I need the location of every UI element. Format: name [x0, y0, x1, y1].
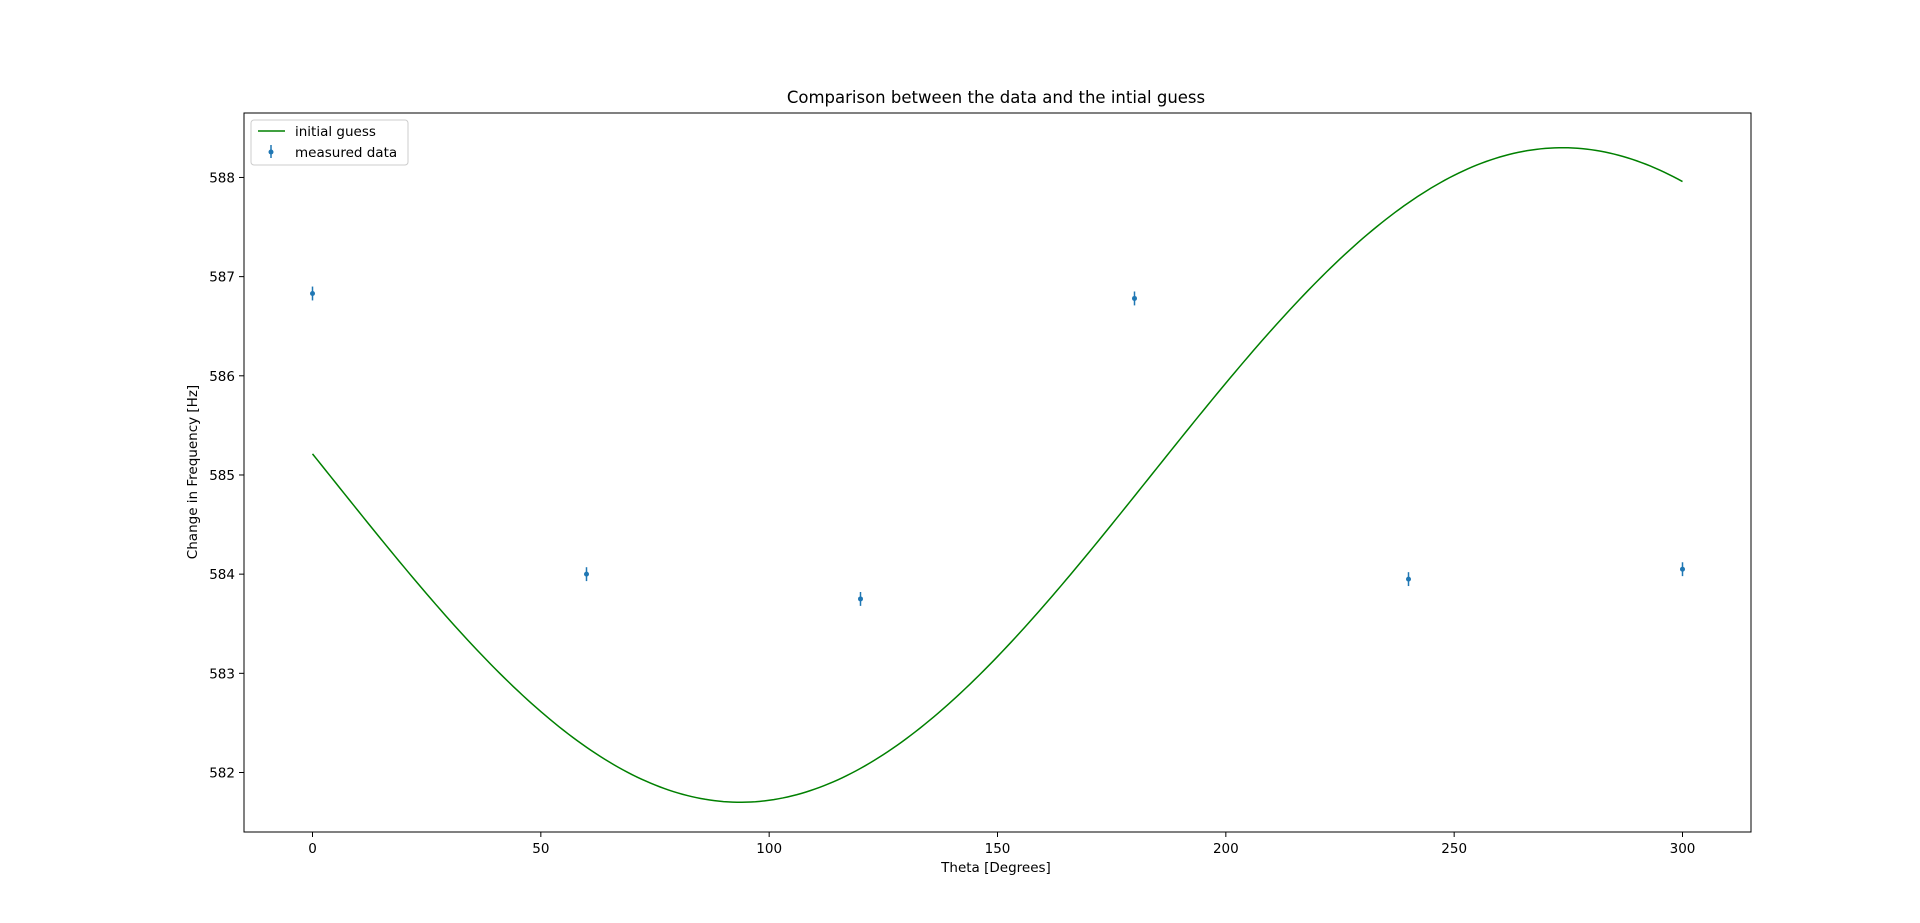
x-axis-label: Theta [Degrees] — [940, 860, 1051, 876]
measured-data-point — [584, 571, 589, 577]
measured-data-point — [310, 290, 315, 296]
measured-data-point — [858, 596, 863, 602]
x-tick-label: 250 — [1441, 841, 1467, 857]
x-tick-label: 150 — [985, 841, 1011, 857]
legend-label-measured-data: measured data — [295, 145, 397, 161]
legend-label-initial-guess: initial guess — [295, 124, 376, 140]
chart-title: Comparison between the data and the inti… — [787, 88, 1205, 107]
y-tick-label: 585 — [209, 468, 235, 484]
x-tick-label: 200 — [1213, 841, 1239, 857]
initial-guess-line — [311, 146, 1683, 803]
y-axis-label: Change in Frequency [Hz] — [185, 385, 201, 559]
legend-box — [250, 119, 409, 166]
x-tick-label: 0 — [308, 841, 317, 857]
measured-data-point — [1680, 566, 1685, 572]
y-tick-label: 587 — [209, 270, 235, 286]
x-tick-label: 100 — [756, 841, 782, 857]
x-tick-label: 300 — [1670, 841, 1696, 857]
axis-ticks: 0 50 100 150 200 250 300 582 583 584 585 586 587 588 — [209, 170, 1695, 857]
y-tick-label: 582 — [209, 765, 235, 781]
y-tick-label: 586 — [209, 369, 235, 385]
y-tick-label: 584 — [209, 567, 235, 583]
legend: initial guess measured data — [250, 119, 409, 166]
y-tick-label: 588 — [209, 170, 235, 186]
measured-data-point — [1406, 576, 1411, 582]
x-tick-label: 50 — [532, 841, 549, 857]
y-tick-label: 583 — [209, 666, 235, 682]
measured-data-point — [1132, 295, 1137, 301]
plot-frame — [243, 112, 1752, 833]
plot-area — [310, 146, 1685, 803]
legend-marker-swatch — [268, 149, 274, 155]
